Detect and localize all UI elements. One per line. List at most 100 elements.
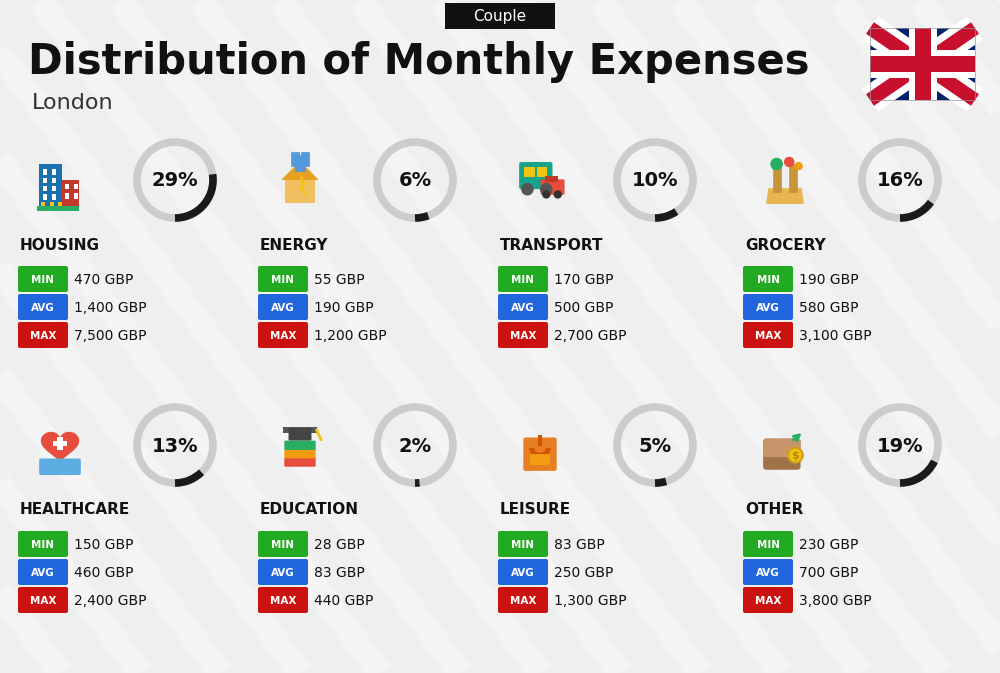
Bar	[530, 454, 550, 464]
FancyBboxPatch shape	[519, 162, 552, 189]
Text: 1,400 GBP: 1,400 GBP	[74, 301, 147, 315]
FancyBboxPatch shape	[18, 531, 68, 557]
Text: LEISURE: LEISURE	[500, 503, 571, 518]
Bar	[74, 184, 78, 189]
Text: AVG: AVG	[31, 568, 55, 578]
FancyBboxPatch shape	[39, 458, 81, 475]
FancyBboxPatch shape	[498, 559, 548, 585]
Text: 700 GBP: 700 GBP	[799, 566, 858, 580]
FancyBboxPatch shape	[445, 3, 555, 29]
FancyBboxPatch shape	[498, 294, 548, 320]
FancyBboxPatch shape	[763, 439, 801, 457]
Text: 440 GBP: 440 GBP	[314, 594, 373, 608]
FancyBboxPatch shape	[743, 294, 793, 320]
Text: TRANSPORT: TRANSPORT	[500, 238, 604, 252]
Bar	[52, 178, 56, 183]
FancyBboxPatch shape	[743, 322, 793, 348]
Text: 83 GBP: 83 GBP	[314, 566, 365, 580]
Bar	[43, 194, 47, 200]
Text: 28 GBP: 28 GBP	[314, 538, 365, 552]
Text: 170 GBP: 170 GBP	[554, 273, 614, 287]
Text: 19%: 19%	[877, 437, 923, 456]
Text: 190 GBP: 190 GBP	[314, 301, 374, 315]
Text: 150 GBP: 150 GBP	[74, 538, 134, 552]
Bar	[52, 194, 56, 200]
Bar	[870, 28, 975, 100]
Text: MIN: MIN	[757, 540, 780, 550]
Text: 190 GBP: 190 GBP	[799, 273, 859, 287]
Circle shape	[784, 157, 794, 167]
FancyBboxPatch shape	[18, 587, 68, 613]
Bar	[524, 167, 535, 176]
Text: London: London	[32, 93, 114, 113]
Text: 55 GBP: 55 GBP	[314, 273, 365, 287]
Text: MIN: MIN	[272, 275, 294, 285]
FancyBboxPatch shape	[284, 458, 316, 466]
FancyBboxPatch shape	[284, 441, 316, 450]
FancyBboxPatch shape	[18, 266, 68, 292]
FancyBboxPatch shape	[258, 266, 308, 292]
Text: $: $	[792, 452, 799, 461]
Bar	[65, 193, 69, 199]
FancyBboxPatch shape	[498, 266, 548, 292]
Circle shape	[542, 190, 550, 199]
FancyBboxPatch shape	[498, 322, 548, 348]
FancyBboxPatch shape	[18, 322, 68, 348]
Bar	[52, 186, 56, 191]
Text: 13%: 13%	[152, 437, 198, 456]
FancyBboxPatch shape	[289, 428, 311, 441]
FancyBboxPatch shape	[258, 531, 308, 557]
Text: AVG: AVG	[511, 303, 535, 313]
Circle shape	[794, 162, 803, 170]
Bar	[545, 176, 558, 182]
Text: MAX: MAX	[755, 596, 781, 606]
Text: 83 GBP: 83 GBP	[554, 538, 605, 552]
Text: MIN: MIN	[757, 275, 780, 285]
Text: 5%: 5%	[638, 437, 672, 456]
Text: 230 GBP: 230 GBP	[799, 538, 858, 552]
Text: 3,100 GBP: 3,100 GBP	[799, 329, 872, 343]
FancyBboxPatch shape	[541, 179, 565, 195]
Bar	[537, 167, 547, 176]
Bar	[285, 180, 315, 203]
Text: 29%: 29%	[152, 172, 198, 190]
Bar	[538, 435, 542, 446]
Text: AVG: AVG	[511, 568, 535, 578]
Text: MIN: MIN	[512, 540, 534, 550]
Text: OTHER: OTHER	[745, 503, 803, 518]
FancyBboxPatch shape	[743, 531, 793, 557]
Bar	[283, 427, 317, 433]
Text: AVG: AVG	[271, 303, 295, 313]
Bar	[37, 206, 79, 211]
Text: MAX: MAX	[270, 596, 296, 606]
FancyBboxPatch shape	[258, 294, 308, 320]
FancyBboxPatch shape	[498, 587, 548, 613]
Text: Couple: Couple	[473, 9, 527, 24]
Polygon shape	[766, 188, 804, 204]
FancyBboxPatch shape	[18, 559, 68, 585]
Text: AVG: AVG	[756, 303, 780, 313]
Text: AVG: AVG	[31, 303, 55, 313]
Text: 6%: 6%	[398, 172, 432, 190]
Text: 16%: 16%	[877, 172, 923, 190]
Text: Distribution of Monthly Expenses: Distribution of Monthly Expenses	[28, 41, 810, 83]
FancyBboxPatch shape	[743, 266, 793, 292]
Text: 3,800 GBP: 3,800 GBP	[799, 594, 872, 608]
Bar	[43, 170, 47, 174]
Bar	[39, 164, 62, 206]
Text: ENERGY: ENERGY	[260, 238, 328, 252]
Text: 2,700 GBP: 2,700 GBP	[554, 329, 626, 343]
Text: MAX: MAX	[270, 331, 296, 341]
FancyBboxPatch shape	[18, 294, 68, 320]
Bar	[58, 202, 62, 206]
Text: GROCERY: GROCERY	[745, 238, 826, 252]
Bar	[74, 193, 78, 199]
Text: 2%: 2%	[398, 437, 432, 456]
Bar	[50, 202, 54, 206]
Text: 460 GBP: 460 GBP	[74, 566, 134, 580]
FancyBboxPatch shape	[763, 439, 801, 470]
Text: 250 GBP: 250 GBP	[554, 566, 613, 580]
Bar	[870, 28, 975, 100]
Text: EDUCATION: EDUCATION	[260, 503, 359, 518]
Text: 10%: 10%	[632, 172, 678, 190]
